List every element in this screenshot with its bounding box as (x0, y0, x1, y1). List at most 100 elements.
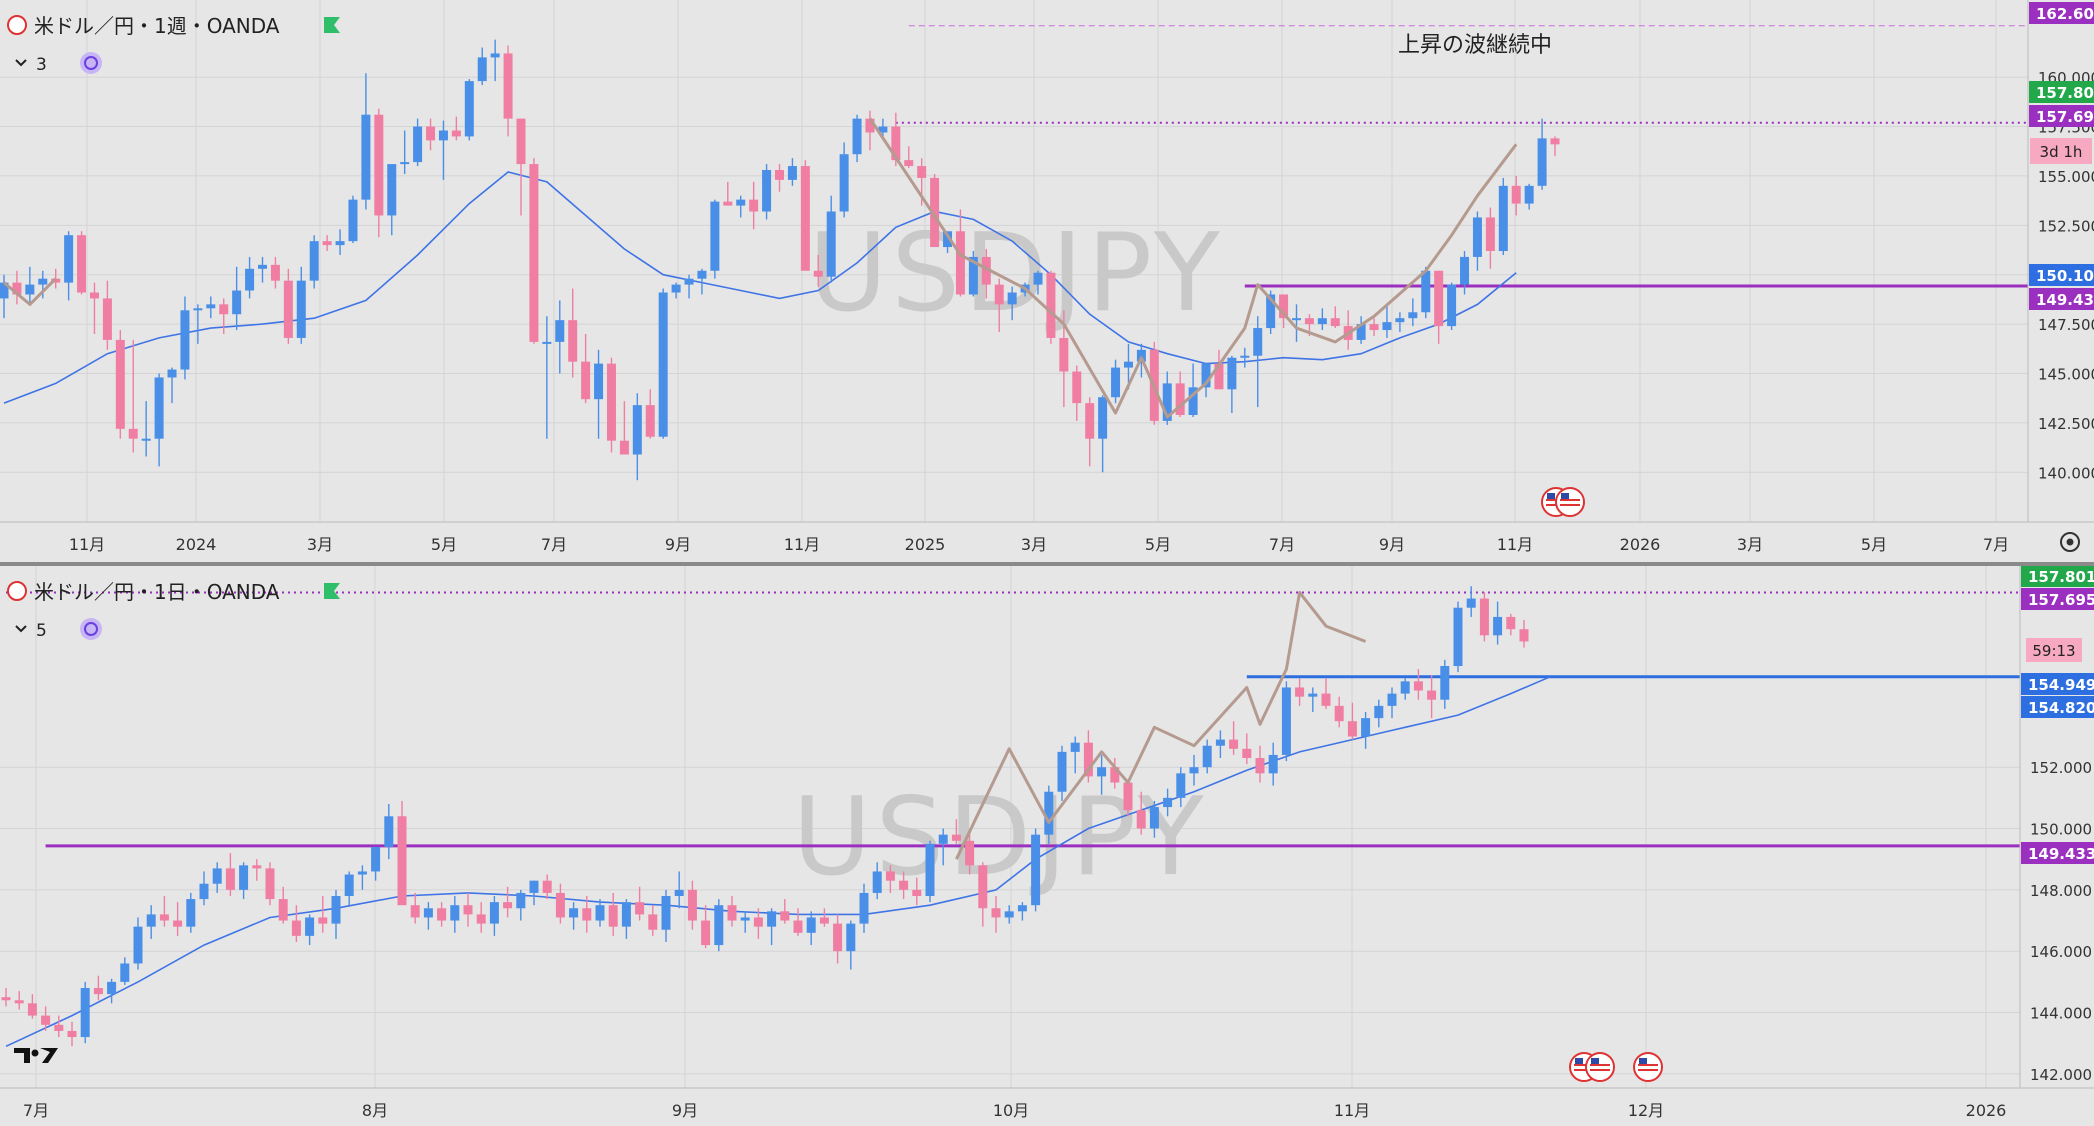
candle[interactable] (594, 349, 604, 439)
candle[interactable] (645, 389, 655, 439)
candle[interactable] (1201, 363, 1211, 398)
candle[interactable] (1017, 902, 1027, 921)
candle[interactable] (232, 266, 242, 331)
candle[interactable] (167, 367, 177, 404)
candle[interactable] (1279, 294, 1289, 329)
candle[interactable] (687, 880, 697, 930)
candle[interactable] (489, 896, 499, 936)
candle[interactable] (258, 256, 267, 283)
candle[interactable] (463, 892, 473, 927)
candle[interactable] (173, 902, 183, 936)
candle[interactable] (1460, 251, 1470, 295)
candle[interactable] (701, 905, 711, 949)
candle[interactable] (1466, 586, 1476, 617)
candle[interactable] (981, 249, 991, 299)
candle[interactable] (925, 840, 935, 903)
candle[interactable] (1382, 306, 1392, 338)
candle[interactable] (710, 199, 720, 279)
settings-gear-icon[interactable] (2060, 532, 2080, 552)
candle[interactable] (674, 871, 684, 909)
candle[interactable] (357, 865, 367, 890)
candle[interactable] (1356, 316, 1366, 344)
candle[interactable] (464, 79, 474, 141)
candle[interactable] (476, 902, 486, 933)
candle[interactable] (1072, 365, 1082, 421)
candle[interactable] (1189, 754, 1199, 786)
candle[interactable] (800, 160, 810, 271)
candle[interactable] (503, 45, 513, 137)
candle[interactable] (1511, 175, 1521, 216)
candle[interactable] (1227, 355, 1237, 414)
candle[interactable] (775, 164, 784, 192)
candle[interactable] (120, 957, 130, 985)
candle[interactable] (1434, 270, 1444, 344)
candle[interactable] (555, 883, 565, 924)
candle[interactable] (1070, 736, 1080, 774)
candle[interactable] (516, 118, 526, 216)
candle[interactable] (64, 231, 74, 301)
candle[interactable] (723, 181, 733, 206)
candle[interactable] (1537, 118, 1547, 190)
candle[interactable] (115, 330, 125, 439)
candle[interactable] (1479, 592, 1489, 642)
candle[interactable] (186, 892, 196, 933)
candle[interactable] (1347, 702, 1357, 740)
candle[interactable] (833, 914, 843, 964)
candle[interactable] (1493, 601, 1503, 645)
candle[interactable] (904, 146, 914, 169)
candle[interactable] (1097, 754, 1107, 795)
candle[interactable] (1123, 779, 1133, 817)
candle[interactable] (1268, 742, 1278, 786)
candle[interactable] (371, 846, 381, 881)
candle[interactable] (1292, 304, 1301, 342)
tradingview-logo[interactable] (14, 1048, 58, 1063)
chevron-down-icon[interactable] (15, 625, 27, 633)
candle[interactable] (1004, 905, 1014, 924)
candle[interactable] (852, 114, 862, 163)
candle[interactable] (374, 108, 384, 238)
chevron-down-icon[interactable] (15, 59, 27, 67)
us-flag-event-icon[interactable] (1585, 1052, 1615, 1082)
candle[interactable] (648, 905, 658, 936)
candle[interactable] (555, 300, 565, 374)
candle[interactable] (1369, 318, 1379, 336)
candle[interactable] (930, 173, 940, 248)
candle[interactable] (994, 278, 1004, 333)
candle[interactable] (568, 288, 578, 378)
candle[interactable] (1229, 721, 1239, 755)
candle[interactable] (1519, 620, 1529, 648)
candle[interactable] (595, 899, 605, 927)
candle[interactable] (878, 118, 888, 137)
candle[interactable] (991, 896, 1001, 933)
candle[interactable] (1188, 363, 1198, 417)
candle[interactable] (1334, 696, 1344, 728)
candle[interactable] (1408, 298, 1418, 327)
wave-trend-line[interactable] (955, 590, 1367, 860)
candle[interactable] (912, 877, 922, 906)
candle[interactable] (635, 886, 645, 921)
candle[interactable] (542, 316, 552, 439)
candle[interactable] (80, 981, 90, 1044)
candle[interactable] (128, 339, 138, 453)
candle[interactable] (1111, 359, 1121, 404)
candle[interactable] (1550, 136, 1560, 157)
candle[interactable] (968, 251, 978, 297)
candle[interactable] (951, 819, 961, 844)
candle[interactable] (1176, 767, 1186, 808)
candle[interactable] (1033, 270, 1043, 295)
candle[interactable] (252, 859, 262, 881)
candle[interactable] (762, 164, 772, 220)
candle[interactable] (780, 899, 790, 924)
candle[interactable] (348, 195, 358, 244)
wave-trend-line[interactable] (868, 117, 1518, 419)
candle[interactable] (1524, 183, 1534, 210)
candle[interactable] (1110, 758, 1120, 789)
candle[interactable] (490, 39, 500, 82)
candle[interactable] (965, 831, 975, 875)
candle[interactable] (865, 110, 875, 151)
candle[interactable] (736, 195, 746, 218)
candle[interactable] (938, 828, 948, 866)
candle[interactable] (1330, 306, 1340, 329)
candle[interactable] (885, 865, 895, 893)
candle[interactable] (27, 994, 37, 1019)
